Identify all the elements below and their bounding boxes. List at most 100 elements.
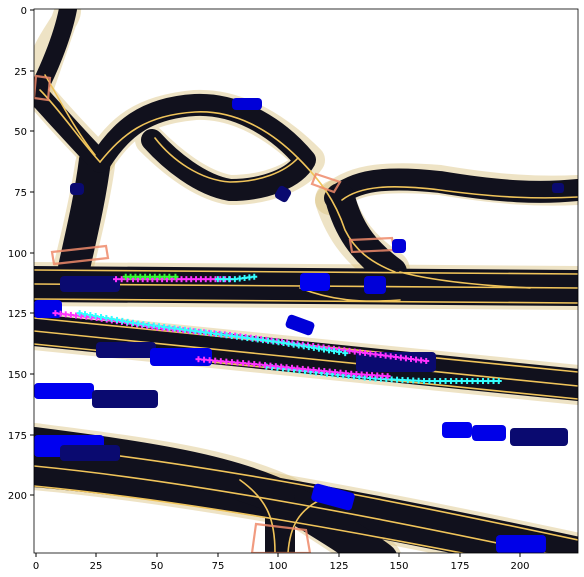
trajectory-marker bbox=[342, 350, 349, 357]
trajectory-marker bbox=[326, 368, 333, 375]
x-tick-label: 125 bbox=[329, 561, 348, 572]
trajectory-marker bbox=[399, 376, 406, 383]
trajectory-marker bbox=[262, 362, 269, 369]
trajectory-marker bbox=[166, 324, 173, 331]
trajectory-marker bbox=[300, 343, 307, 350]
trajectory-marker bbox=[161, 323, 168, 330]
lane-line bbox=[299, 287, 401, 302]
trajectory-marker bbox=[124, 318, 131, 325]
agent-box bbox=[34, 300, 62, 318]
trajectory-marker bbox=[97, 314, 104, 321]
trajectory-marker bbox=[155, 323, 162, 330]
crosswalk bbox=[310, 172, 342, 194]
trajectory-marker bbox=[315, 345, 322, 352]
agent-box bbox=[60, 445, 120, 461]
trajectory-marker bbox=[76, 310, 83, 317]
x-tick: 200 bbox=[510, 553, 530, 572]
trajectory-marker bbox=[234, 359, 241, 366]
y-tick-label: 0 bbox=[21, 6, 27, 17]
y-tick: 200 bbox=[8, 491, 34, 502]
trajectory-marker bbox=[437, 378, 444, 385]
trajectory-marker bbox=[418, 357, 425, 364]
trajectory-marker bbox=[379, 372, 386, 379]
trajectory-marker bbox=[140, 321, 147, 328]
crosswalk bbox=[34, 74, 52, 102]
trajectory-marker bbox=[362, 349, 369, 356]
map-plot-area bbox=[34, 9, 578, 553]
trajectory-marker bbox=[397, 354, 404, 361]
trajectory-marker bbox=[62, 311, 69, 318]
x-tick-label: 150 bbox=[389, 561, 408, 572]
x-tick: 100 bbox=[268, 553, 288, 572]
trajectory-marker bbox=[207, 330, 214, 337]
trajectory-marker bbox=[490, 378, 497, 385]
trajectory-marker bbox=[374, 372, 381, 379]
trajectory-marker bbox=[321, 368, 328, 375]
trajectory-marker bbox=[480, 378, 487, 385]
lane-line bbox=[34, 269, 578, 275]
trajectory-marker bbox=[267, 362, 274, 369]
trajectory-marker bbox=[78, 313, 85, 320]
trajectory-marker bbox=[363, 371, 370, 378]
trajectory-marker bbox=[394, 376, 401, 383]
x-tick: 0 bbox=[33, 553, 39, 572]
trajectory-marker bbox=[192, 328, 199, 335]
trajectory-marker bbox=[346, 347, 353, 354]
trajectory-marker bbox=[280, 340, 287, 347]
trajectory-marker bbox=[223, 332, 230, 339]
lane-line bbox=[99, 111, 299, 163]
y-tick-label: 200 bbox=[8, 491, 27, 502]
trajectory-marker bbox=[453, 378, 460, 385]
trajectory-marker bbox=[426, 378, 433, 385]
trajectory-marker bbox=[228, 332, 235, 339]
trajectory-marker bbox=[239, 334, 246, 341]
trajectory-marker bbox=[369, 372, 376, 379]
trajectory-marker bbox=[290, 341, 297, 348]
trajectory-marker bbox=[447, 378, 454, 385]
trajectory-marker bbox=[310, 366, 317, 373]
agent-box bbox=[392, 239, 406, 253]
agent-box bbox=[552, 183, 564, 193]
road-vertical bbox=[58, 144, 111, 284]
trajectory-marker bbox=[119, 317, 126, 324]
trajectory-marker bbox=[348, 370, 355, 377]
x-tick-label: 175 bbox=[450, 561, 469, 572]
trajectory-marker bbox=[464, 378, 471, 385]
trajectory-marker bbox=[270, 338, 277, 345]
trajectory-marker bbox=[226, 276, 233, 283]
trajectory-marker bbox=[285, 340, 292, 347]
trajectory-marker bbox=[283, 364, 290, 371]
x-tick-label: 0 bbox=[33, 561, 39, 572]
agent-box bbox=[300, 273, 330, 291]
agent-box bbox=[442, 422, 472, 438]
trajectory-marker bbox=[353, 371, 360, 378]
lane-line bbox=[39, 89, 101, 163]
trajectory-marker bbox=[310, 344, 317, 351]
trajectory-marker bbox=[73, 312, 80, 319]
agent-box bbox=[311, 483, 355, 511]
trajectory-marker bbox=[382, 352, 389, 359]
agent-box bbox=[274, 185, 292, 203]
lane-line bbox=[34, 298, 578, 304]
x-tick: 175 bbox=[450, 553, 470, 572]
x-tick-label: 75 bbox=[212, 561, 225, 572]
trajectory-marker bbox=[166, 273, 173, 280]
y-tick: 150 bbox=[8, 370, 34, 381]
agent-layer bbox=[34, 98, 568, 553]
trajectory-marker bbox=[265, 337, 272, 344]
trajectory-marker bbox=[251, 361, 258, 368]
trajectory-marker bbox=[145, 321, 152, 328]
trajectory-marker bbox=[251, 273, 258, 280]
trajectory-marker bbox=[326, 347, 333, 354]
trajectory-marker bbox=[240, 360, 247, 367]
y-tick-label: 175 bbox=[8, 431, 27, 442]
trajectory-marker bbox=[150, 322, 157, 329]
trajectory-marker bbox=[113, 276, 120, 283]
trajectory-marker bbox=[431, 378, 438, 385]
x-axis: 0 25 50 75 100 125 150 175 200 bbox=[33, 553, 530, 572]
agent-box bbox=[510, 428, 568, 446]
trajectory-marker bbox=[388, 376, 395, 383]
agent-box bbox=[364, 276, 386, 294]
trajectory-marker bbox=[172, 273, 179, 280]
trajectory-marker bbox=[372, 375, 379, 382]
